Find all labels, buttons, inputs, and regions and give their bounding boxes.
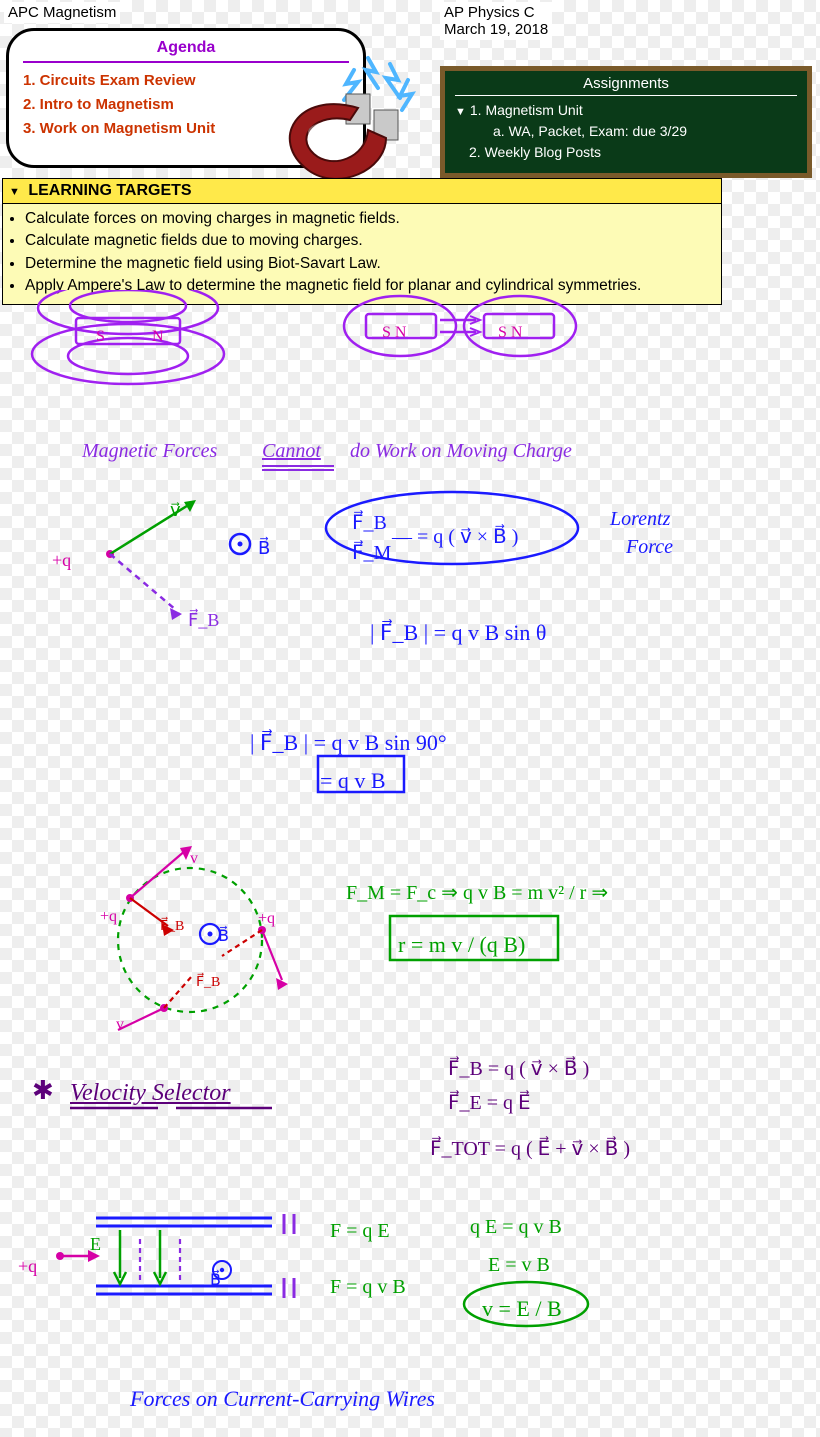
handwritten-note: v⃗ <box>170 500 181 521</box>
course-name: AP Physics C <box>444 4 535 21</box>
learning-target-item: Calculate magnetic fields due to moving … <box>25 230 715 252</box>
learning-targets-box: ▼ LEARNING TARGETS Calculate forces on m… <box>2 178 722 305</box>
handwritten-note: F⃗_B = q ( v⃗ × B⃗ ) <box>448 1056 589 1081</box>
handwritten-note: B⃗ <box>258 538 270 559</box>
handwritten-note: +q <box>100 908 117 926</box>
learning-targets-list: Calculate forces on moving charges in ma… <box>3 204 721 304</box>
handwritten-note: Magnetic Forces <box>82 440 217 463</box>
handwritten-note: Velocity Selector <box>70 1080 231 1107</box>
assignment-text: 1. Magnetism Unit <box>470 102 583 118</box>
assignments-title: Assignments <box>455 75 797 96</box>
handwritten-note: | F⃗_B | = q v B sin 90° <box>250 730 447 756</box>
handwritten-note: F_M = F_c ⇒ q v B = m v² / r ⇒ <box>346 880 608 905</box>
handwritten-note: v <box>116 1016 124 1034</box>
handwritten-note: S <box>96 328 105 346</box>
assignment-line: a. WA, Packet, Exam: due 3/29 <box>455 121 797 142</box>
handwritten-note: F⃗_B <box>160 918 184 935</box>
handwritten-note: q E = q v B <box>470 1216 562 1239</box>
handwritten-note: +q <box>258 910 275 928</box>
handwritten-note: E <box>90 1234 101 1255</box>
assignments-board: Assignments ▼1. Magnetism Unit a. WA, Pa… <box>440 66 812 178</box>
handwritten-note: N <box>152 328 164 346</box>
handwritten-note: F = q E <box>330 1220 390 1243</box>
handwritten-note: v = E / B <box>482 1296 562 1322</box>
learning-target-item: Calculate forces on moving charges in ma… <box>25 208 715 230</box>
date: March 19, 2018 <box>444 21 548 38</box>
handwritten-note: E = v B <box>488 1254 550 1277</box>
handwritten-note: +q <box>18 1256 37 1277</box>
assignment-line: 2. Weekly Blog Posts <box>455 142 797 163</box>
handwritten-note: — = q ( v⃗ × B⃗ ) <box>392 524 518 549</box>
triangle-icon: ▼ <box>9 186 20 198</box>
handwritten-note: do Work on Moving Charge <box>350 440 572 463</box>
learning-targets-header: ▼ LEARNING TARGETS <box>3 179 721 204</box>
handwritten-note: S N <box>382 324 406 342</box>
handwritten-note: ✱ <box>32 1076 54 1106</box>
handwritten-note: B⃗ <box>218 926 229 946</box>
handwritten-note: F⃗_E = q E⃗ <box>448 1090 531 1115</box>
handwritten-note: F⃗_B <box>196 974 220 991</box>
assignment-line: ▼1. Magnetism Unit <box>455 100 797 121</box>
handwritten-note: = q v B <box>320 768 386 794</box>
handwritten-note: B⃗ <box>210 1270 221 1290</box>
handwritten-note: | F⃗_B | = q v B sin θ <box>370 620 546 646</box>
handwritten-note: Cannot <box>262 440 321 463</box>
triangle-icon: ▼ <box>455 104 466 121</box>
handwritten-note: r = m v / (q B) <box>398 932 525 958</box>
header-right: AP Physics C March 19, 2018 <box>440 2 552 40</box>
handwritten-note: Lorentz <box>610 508 670 531</box>
header-left: APC Magnetism <box>4 2 120 23</box>
handwritten-note: +q <box>52 550 71 571</box>
handwritten-note: F⃗_B <box>188 610 219 631</box>
handwriting-layer: S N S N S N Magnetic Forces Cannot do Work on … <box>0 290 820 1437</box>
handwritten-note: Force <box>626 536 673 559</box>
learning-target-item: Determine the magnetic field using Biot-… <box>25 253 715 275</box>
handwritten-note: F⃗_B <box>352 510 387 535</box>
handwritten-note: F = q v B <box>330 1276 406 1299</box>
magnet-icon <box>258 50 418 190</box>
handwritten-note: Forces on Current-Carrying Wires <box>130 1386 435 1412</box>
handwritten-note: v <box>190 850 198 868</box>
learning-targets-title: LEARNING TARGETS <box>28 182 191 199</box>
handwritten-note: F⃗_TOT = q ( E⃗ + v⃗ × B⃗ ) <box>430 1136 630 1161</box>
handwritten-note: F⃗_M <box>352 540 391 565</box>
handwritten-note: S N <box>498 324 522 342</box>
